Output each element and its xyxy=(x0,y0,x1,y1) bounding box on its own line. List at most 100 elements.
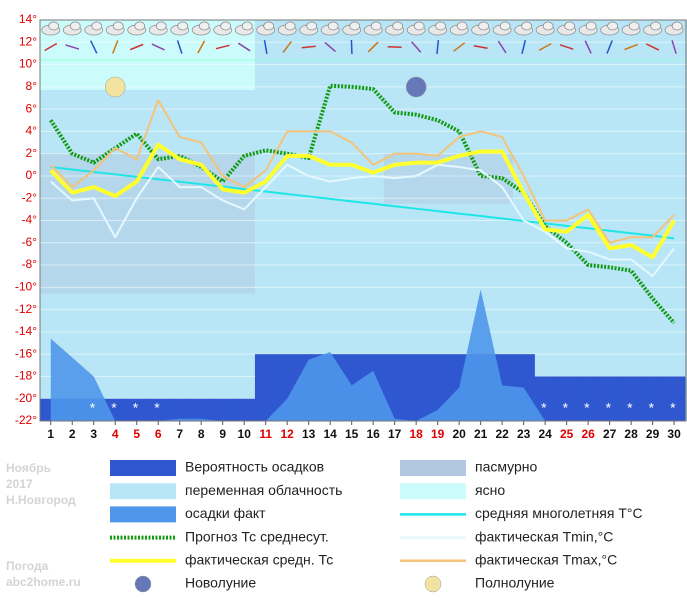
precip-probability xyxy=(255,354,277,421)
x-tick-label: 20 xyxy=(452,427,466,441)
footer-site: abc2home.ru xyxy=(6,575,81,589)
cloud-icon xyxy=(113,22,123,30)
legend-label: фактическая Tmin,°C xyxy=(475,528,613,544)
y-tick-label: 4° xyxy=(26,124,38,138)
precip-probability xyxy=(169,399,191,421)
snow-mark: * xyxy=(649,400,655,416)
cloud-icon xyxy=(264,22,274,30)
x-tick-label: 27 xyxy=(603,427,617,441)
legend-swatch xyxy=(400,483,466,499)
y-tick-label: -18° xyxy=(15,369,37,383)
x-tick-label: 8 xyxy=(198,427,205,441)
y-tick-label: -4° xyxy=(22,213,38,227)
legend-label: фактическая Tmax,°C xyxy=(475,552,617,568)
legend-label: ясно xyxy=(475,482,505,498)
cloud-icon xyxy=(285,22,295,30)
cloud-icon xyxy=(328,22,338,30)
x-tick-label: 21 xyxy=(474,427,488,441)
x-tick-label: 30 xyxy=(667,427,681,441)
cloud-icon xyxy=(350,22,360,30)
precip-probability xyxy=(233,399,255,421)
y-tick-label: -2° xyxy=(22,190,38,204)
cloud-icon xyxy=(522,22,532,30)
y-tick-label: 10° xyxy=(19,57,37,71)
footer-city: Н.Новгород xyxy=(6,493,76,507)
y-tick-label: -8° xyxy=(22,257,38,271)
x-tick-label: 4 xyxy=(112,427,119,441)
cloud-icon xyxy=(199,22,209,30)
snow-mark: * xyxy=(606,400,612,416)
cloud-icon xyxy=(393,22,403,30)
legend-label: осадки факт xyxy=(185,505,266,521)
x-tick-label: 15 xyxy=(345,427,359,441)
legend-swatch xyxy=(425,576,441,592)
y-tick-label: -6° xyxy=(22,235,38,249)
cloud-icon xyxy=(307,22,317,30)
y-tick-label: -10° xyxy=(15,280,37,294)
x-tick-label: 29 xyxy=(646,427,660,441)
cloud-icon xyxy=(92,22,102,30)
legend-swatch xyxy=(110,506,176,522)
snow-mark: * xyxy=(541,400,547,416)
legend-swatch xyxy=(400,460,466,476)
legend-label: Новолуние xyxy=(185,575,256,591)
x-tick-label: 3 xyxy=(90,427,97,441)
x-tick-label: 24 xyxy=(538,427,552,441)
x-tick-label: 18 xyxy=(409,427,423,441)
full-moon xyxy=(105,77,125,97)
y-tick-label: 12° xyxy=(19,34,37,48)
cloud-icon xyxy=(242,22,252,30)
legend-label: средняя многолетняя T°C xyxy=(475,505,643,521)
legend-label: переменная облачность xyxy=(185,482,342,498)
cloud-icon xyxy=(500,22,510,30)
snow-mark: * xyxy=(111,400,117,416)
x-tick-label: 17 xyxy=(388,427,402,441)
y-tick-label: -22° xyxy=(15,413,37,427)
cloud-icon xyxy=(221,22,231,30)
legend-label: пасмурно xyxy=(475,459,538,475)
x-tick-label: 26 xyxy=(581,427,595,441)
snow-mark: * xyxy=(563,400,569,416)
cloud-icon xyxy=(479,22,489,30)
snow-mark: * xyxy=(584,400,590,416)
x-tick-label: 14 xyxy=(324,427,338,441)
y-tick-label: 14° xyxy=(19,12,37,26)
new-moon xyxy=(406,77,426,97)
footer-year: 2017 xyxy=(6,477,33,491)
cloud-icon xyxy=(414,22,424,30)
y-tick-label: -16° xyxy=(15,346,37,360)
y-tick-label: 8° xyxy=(26,79,38,93)
cloud-icon xyxy=(436,22,446,30)
cloud-icon xyxy=(651,22,661,30)
x-tick-label: 2 xyxy=(69,427,76,441)
y-tick-label: 0° xyxy=(26,168,38,182)
x-tick-label: 28 xyxy=(624,427,638,441)
legend-label: Прогноз Тс среднесут. xyxy=(185,528,329,544)
cloud-icon xyxy=(565,22,575,30)
cloud-icon xyxy=(178,22,188,30)
cloud-icon xyxy=(629,22,639,30)
cloud-icon xyxy=(672,22,682,30)
x-tick-label: 11 xyxy=(259,427,272,441)
snow-mark: * xyxy=(154,400,160,416)
x-tick-label: 23 xyxy=(517,427,531,441)
cloud-icon xyxy=(49,22,59,30)
x-tick-label: 7 xyxy=(176,427,183,441)
y-tick-label: -12° xyxy=(15,302,37,316)
snow-mark: * xyxy=(90,400,96,416)
snow-mark: * xyxy=(627,400,633,416)
y-tick-label: -14° xyxy=(15,324,37,338)
x-tick-label: 13 xyxy=(302,427,316,441)
footer-site-title: Погода xyxy=(6,559,49,573)
legend-label: Полнолуние xyxy=(475,575,555,591)
x-tick-label: 16 xyxy=(366,427,380,441)
cloud-icon xyxy=(135,22,145,30)
x-tick-label: 19 xyxy=(431,427,445,441)
precip-probability xyxy=(190,399,212,421)
x-tick-label: 12 xyxy=(281,427,295,441)
precip-probability xyxy=(212,399,234,421)
precip-probability xyxy=(405,354,427,421)
cloud-icon xyxy=(371,22,381,30)
cloud-icon xyxy=(457,22,467,30)
cloud-icon xyxy=(586,22,596,30)
